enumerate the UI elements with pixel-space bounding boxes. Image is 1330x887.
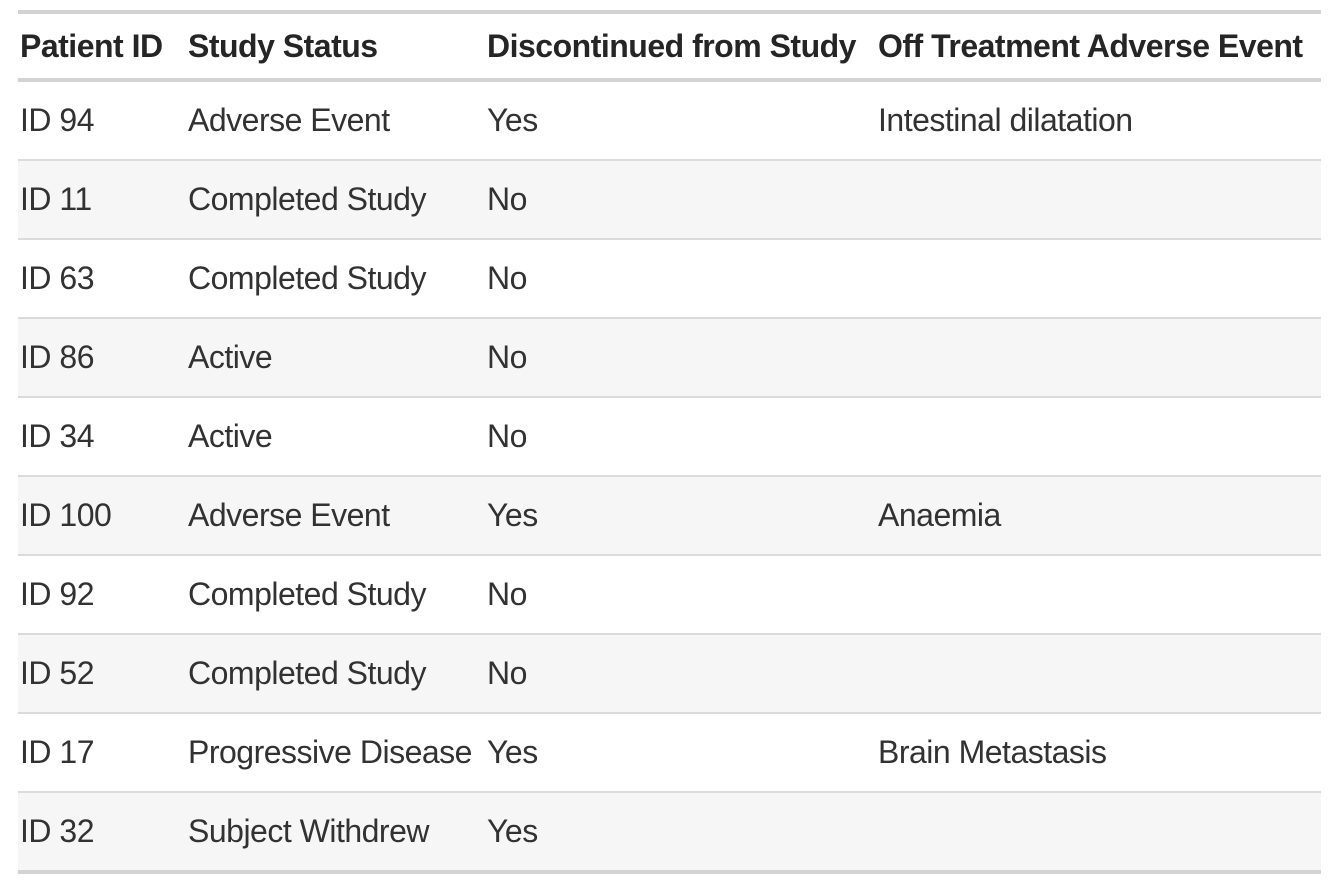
cell-study_status: Subject Withdrew	[188, 813, 429, 849]
table-row: ID 11 Completed Study No	[18, 160, 1321, 240]
cell-study_status: Active	[186, 318, 485, 398]
cell-study_status: Active	[186, 397, 485, 477]
cell-study_status: Completed Study	[186, 239, 485, 319]
cell-discontinued: No	[485, 555, 876, 635]
patient-status-table: Patient ID Study Status Discontinued from …	[18, 10, 1321, 874]
cell-discontinued: No	[485, 160, 876, 240]
cell-adverse_event	[876, 318, 1321, 398]
column-header-discontinued[interactable]: Discontinued from Study	[485, 12, 876, 82]
cell-study_status: Completed Study	[186, 555, 485, 635]
cell-patient_id: ID 17	[18, 713, 186, 793]
cell-discontinued: No	[485, 397, 876, 477]
table-row: ID 63 Completed Study No	[18, 239, 1321, 319]
cell-patient_id: ID 94	[18, 80, 186, 161]
table-row: ID 34 Active No	[18, 397, 1321, 477]
table-row: ID 52 Completed Study No	[18, 634, 1321, 714]
table-row: ID 86 Active No	[18, 318, 1321, 398]
cell-adverse_event: Brain Metastasis	[876, 713, 1321, 793]
cell-patient_id: ID 11	[18, 160, 186, 240]
cell-adverse_event	[876, 239, 1321, 319]
table-row: ID 94 Adverse Event Yes Intestinal dilatati…	[18, 80, 1321, 161]
cell-adverse_event	[876, 792, 1321, 872]
cell-adverse_event	[876, 634, 1321, 714]
cell-patient_id: ID 32	[20, 813, 94, 849]
cell-adverse_event: Intestinal dilatation	[876, 80, 1321, 161]
cell-adverse_event	[876, 160, 1321, 240]
table-row: ID 32 Subject Withdrew Yes	[18, 792, 1321, 872]
cell-adverse_event: Anaemia	[876, 476, 1321, 556]
cell-study_status: Adverse Event	[186, 80, 485, 161]
cell-discontinued: Yes	[485, 476, 876, 556]
cell-discontinued: No	[485, 239, 876, 319]
table-header-row: Patient ID Study Status Discontinued from …	[18, 12, 1321, 82]
cell-patient_id: ID 63	[18, 239, 186, 319]
cell-patient_id: ID 92	[18, 555, 186, 635]
column-header-patient_id[interactable]: Patient ID	[18, 12, 186, 82]
column-header-adverse_event[interactable]: Off Treatment Adverse Event	[876, 12, 1321, 82]
table-row: ID 100 Adverse Event Yes Anaemia	[18, 476, 1321, 556]
cell-discontinued: Yes	[485, 80, 876, 161]
table-row: ID 17 Progressive Disease Yes Brain Metasta…	[18, 713, 1321, 793]
cell-study_status: Progressive Disease	[186, 713, 485, 793]
cell-adverse_event	[876, 397, 1321, 477]
cell-discontinued: No	[485, 634, 876, 714]
column-header-study_status[interactable]: Study Status	[186, 12, 485, 82]
cell-patient_id: ID 52	[18, 634, 186, 714]
cell-study_status: Adverse Event	[186, 476, 485, 556]
cell-patient_id: ID 100	[18, 476, 186, 556]
cell-patient_id: ID 34	[18, 397, 186, 477]
cell-discontinued: No	[485, 318, 876, 398]
cell-study_status: Completed Study	[186, 634, 485, 714]
cell-patient_id: ID 86	[18, 318, 186, 398]
cell-study_status: Completed Study	[186, 160, 485, 240]
cell-adverse_event	[876, 555, 1321, 635]
patient-status-table-container: Patient ID Study Status Discontinued from …	[18, 10, 1321, 874]
cell-discontinued: Yes	[485, 713, 876, 793]
table-row: ID 92 Completed Study No	[18, 555, 1321, 635]
cell-discontinued: Yes	[487, 813, 538, 849]
